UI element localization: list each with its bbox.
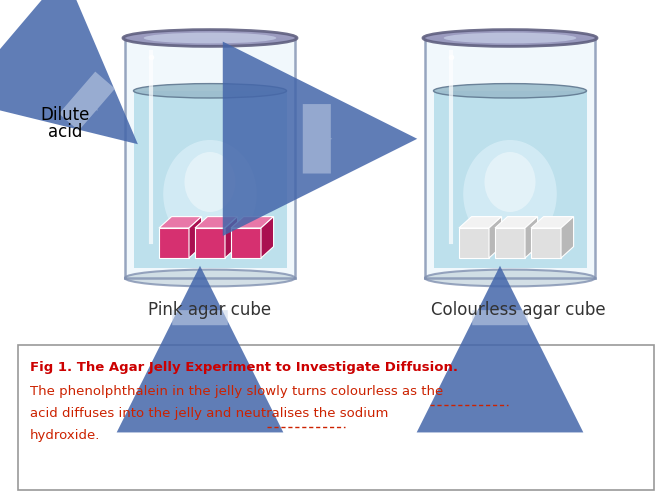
Text: The phenolphthalein in the jelly slowly turns colourless as the: The phenolphthalein in the jelly slowly … (30, 385, 444, 398)
Ellipse shape (134, 84, 286, 98)
Bar (134, 91, 286, 269)
Polygon shape (489, 216, 501, 258)
Polygon shape (195, 216, 238, 228)
Text: Dilute: Dilute (40, 106, 89, 124)
Polygon shape (459, 228, 489, 258)
Ellipse shape (485, 152, 536, 212)
Polygon shape (525, 216, 538, 258)
Bar (425, 38, 595, 278)
Text: Pink agar cube: Pink agar cube (149, 301, 271, 319)
Polygon shape (531, 228, 561, 258)
Polygon shape (195, 228, 225, 258)
Bar (18, 345, 654, 490)
Polygon shape (225, 216, 238, 258)
Polygon shape (189, 216, 202, 258)
Polygon shape (459, 216, 501, 228)
Polygon shape (495, 228, 525, 258)
Bar (125, 38, 295, 278)
Bar (433, 91, 587, 269)
Polygon shape (231, 216, 274, 228)
Ellipse shape (144, 33, 276, 44)
Ellipse shape (125, 270, 295, 287)
Polygon shape (159, 228, 189, 258)
Text: Colourless agar cube: Colourless agar cube (431, 301, 605, 319)
Ellipse shape (444, 33, 577, 44)
Polygon shape (231, 228, 261, 258)
Ellipse shape (123, 30, 297, 47)
Polygon shape (531, 216, 574, 228)
Text: hydroxide.: hydroxide. (30, 429, 100, 442)
Polygon shape (261, 216, 274, 258)
Text: acid diffuses into the jelly and neutralises the sodium: acid diffuses into the jelly and neutral… (30, 407, 388, 420)
Ellipse shape (425, 270, 595, 287)
Ellipse shape (433, 84, 587, 98)
Polygon shape (561, 216, 574, 258)
Ellipse shape (163, 140, 257, 248)
Text: acid: acid (48, 123, 82, 141)
Ellipse shape (185, 152, 235, 212)
Polygon shape (159, 216, 202, 228)
Text: Fig 1. The Agar Jelly Experiment to Investigate Diffusion.: Fig 1. The Agar Jelly Experiment to Inve… (30, 361, 458, 374)
Ellipse shape (463, 140, 556, 248)
Ellipse shape (423, 30, 597, 47)
Polygon shape (495, 216, 538, 228)
